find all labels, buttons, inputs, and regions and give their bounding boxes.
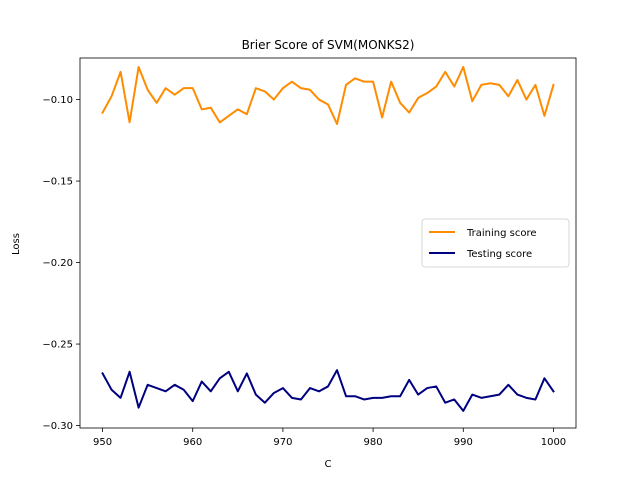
x-tick-label: 950 — [93, 437, 112, 448]
x-tick-label: 980 — [364, 437, 383, 448]
series-line-training-score — [101, 65, 555, 126]
x-tick-label: 970 — [273, 437, 292, 448]
x-tick-label: 960 — [183, 437, 202, 448]
legend-box — [421, 218, 570, 268]
series-lines — [101, 65, 555, 412]
y-tick-label: −0.15 — [42, 177, 73, 188]
legend: Training score Testing score — [421, 218, 570, 268]
y-tick-label: −0.20 — [42, 258, 73, 269]
x-tick-label: 990 — [454, 437, 473, 448]
y-axis-label: Loss — [11, 233, 22, 255]
legend-label: Testing score — [466, 249, 532, 260]
y-tick-label: −0.25 — [42, 340, 73, 351]
y-tick-label: −0.10 — [42, 95, 73, 106]
y-axis: −0.30 −0.25 −0.20 −0.15 −0.10 — [42, 95, 80, 432]
series-line-testing-score — [101, 369, 555, 412]
x-tick-label: 1000 — [541, 437, 566, 448]
axes-frame — [79, 57, 577, 429]
legend-label: Training score — [466, 228, 537, 239]
chart-title: Brier Score of SVM(MONKS2) — [242, 38, 415, 52]
y-tick-label: −0.30 — [42, 421, 73, 432]
x-axis: 950 960 970 980 990 1000 — [93, 428, 566, 448]
x-axis-label: C — [325, 459, 332, 470]
